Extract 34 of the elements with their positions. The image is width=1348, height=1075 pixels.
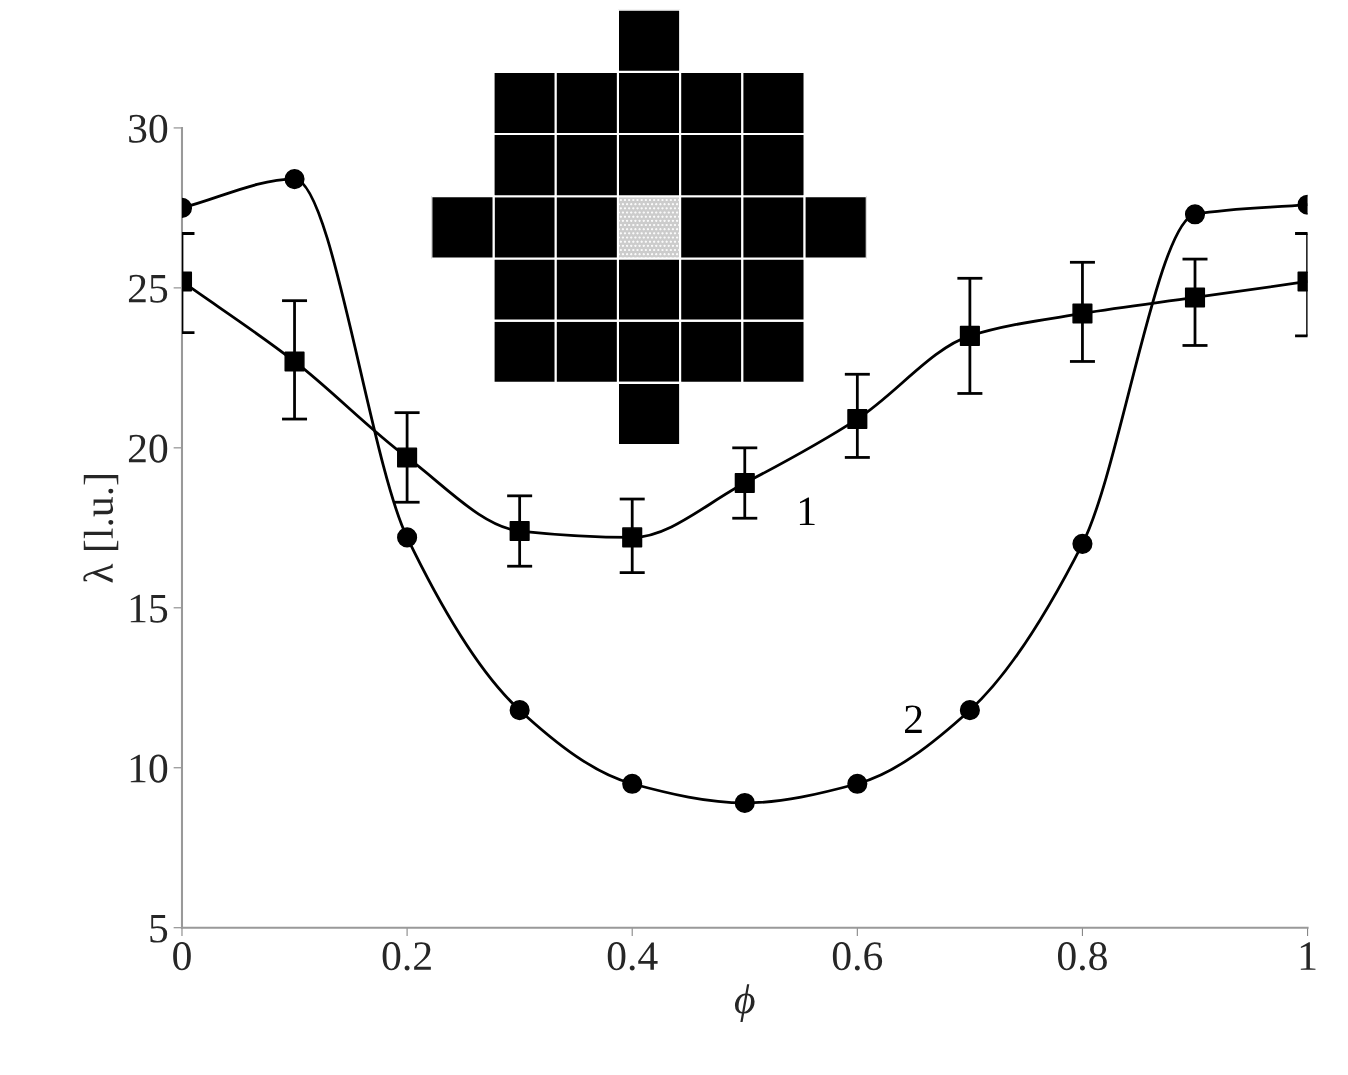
point <box>509 520 530 542</box>
x-tick-label: 0.4 <box>607 942 658 971</box>
point <box>397 447 418 468</box>
point <box>397 527 418 548</box>
point <box>959 325 980 346</box>
point <box>1072 533 1093 554</box>
x-tick-label: 0.6 <box>832 942 883 971</box>
y-axis-title: λ [l.u.] <box>83 475 119 583</box>
y-tick-label: 25 <box>128 274 168 303</box>
point <box>509 700 530 721</box>
point <box>284 169 305 190</box>
point <box>622 527 643 548</box>
point <box>1184 204 1206 225</box>
point <box>622 773 643 794</box>
x-axis-title: ϕ <box>734 984 755 1023</box>
y-tick-label: 5 <box>150 914 168 943</box>
point <box>284 351 305 372</box>
series-label: 2 <box>905 705 922 733</box>
y-tick-label: 30 <box>129 114 168 143</box>
point <box>1072 303 1093 324</box>
point <box>734 792 755 814</box>
x-tick-label: 0.2 <box>382 942 431 971</box>
point <box>847 773 868 794</box>
y-tick-label: 15 <box>130 594 168 623</box>
y-tick-label: 20 <box>128 434 168 463</box>
point <box>847 408 868 430</box>
x-tick-label: 0.8 <box>1057 942 1107 971</box>
x-tick-label: 1 <box>1300 942 1316 970</box>
x-tick-label: 0 <box>173 942 191 971</box>
point <box>959 700 980 721</box>
point <box>734 472 755 494</box>
y-tick-label: 10 <box>130 754 168 783</box>
point <box>1184 287 1206 308</box>
series-label: 1 <box>799 497 815 526</box>
